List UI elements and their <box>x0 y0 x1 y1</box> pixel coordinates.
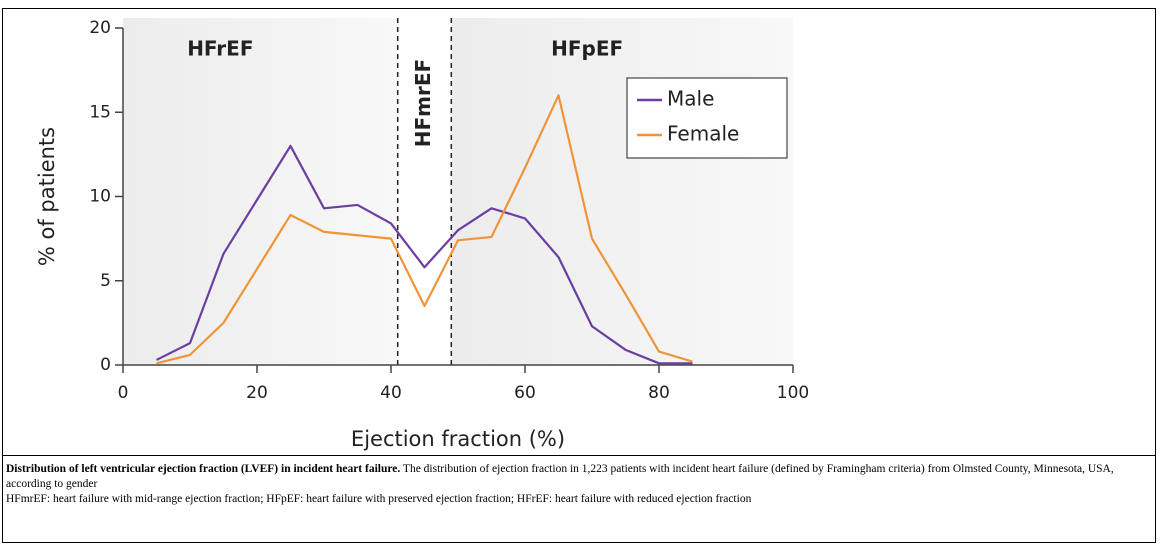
legend-box <box>626 77 788 159</box>
y-axis-label: % of patients <box>35 127 59 266</box>
x-tick-label: 0 <box>118 383 129 403</box>
caption-notes: HFmrEF: heart failure with mid-range eje… <box>6 493 752 505</box>
y-tick-label: 10 <box>89 187 111 207</box>
chart: HFrEF HFmrEF HFpEF 0 5 10 15 20 0 20 40 60 80 100 Ejec… <box>35 18 809 451</box>
caption-text: The distribution of ejection fraction in… <box>6 463 1114 490</box>
x-tick-label: 60 <box>514 383 536 403</box>
caption-divider <box>2 455 1156 456</box>
legend-label: Female <box>667 122 739 146</box>
region-shade <box>123 18 398 365</box>
region-label: HFrEF <box>187 37 253 61</box>
y-tick-label: 0 <box>100 355 111 375</box>
region-label: HFpEF <box>551 37 623 61</box>
y-tick-label: 20 <box>89 18 111 38</box>
region-label: HFmrEF <box>411 59 435 147</box>
data-line <box>156 144 693 365</box>
legend-label: Male <box>667 87 714 111</box>
x-tick-label: 40 <box>380 383 402 403</box>
x-tick-label: 80 <box>648 383 670 403</box>
figure-frame <box>2 8 1156 543</box>
y-tick-label: 15 <box>89 102 111 122</box>
caption-paragraph: Distribution of left ventricular ejectio… <box>6 462 1146 492</box>
x-tick-label: 20 <box>246 383 268 403</box>
data-line <box>156 94 693 365</box>
caption: Distribution of left ventricular ejectio… <box>6 462 1146 507</box>
caption-title: Distribution of left ventricular ejectio… <box>6 463 401 475</box>
region-shade <box>451 18 793 365</box>
x-axis-label: Ejection fraction (%) <box>351 427 565 451</box>
x-tick-label: 100 <box>777 383 809 403</box>
y-tick-label: 5 <box>100 271 111 291</box>
